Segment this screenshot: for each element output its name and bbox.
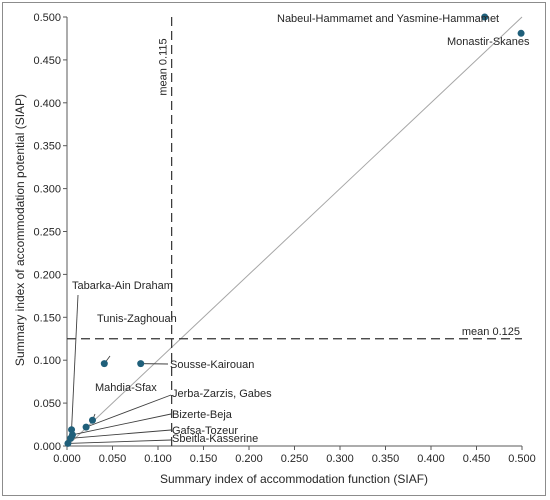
data-point [517,29,525,37]
x-axis-title: Summary index of accommodation function … [160,472,428,486]
mean-x-label: mean 0.115 [158,38,170,95]
data-point [82,423,90,431]
x-tick-label: 0.200 [235,453,263,465]
x-tick-label: 0.250 [281,453,309,465]
y-tick-label: 0.050 [33,398,61,410]
point-label: Sbeitla-Kasserine [172,433,258,445]
point-label: Gafsa-Tozeur [172,425,238,437]
leader-line [72,413,172,436]
y-tick-label: 0.000 [33,441,61,453]
leader-line [67,439,172,444]
reference-lines [66,16,523,447]
data-point [88,416,96,424]
point-label: Nabeul-Hammamet and Yasmine-Hammamet [277,13,499,25]
point-label: Monastir-Skanes [447,36,530,48]
point-label: Tunis-Zaghouan [97,313,177,325]
x-tick-label: 0.300 [326,453,354,465]
point-label: Tabarka-Ain Draham [72,280,173,292]
x-tick-label: 0.450 [463,453,491,465]
y-tick-label: 0.150 [33,312,61,324]
y-tick-label: 0.300 [33,184,61,196]
y-tick-label: 0.400 [33,98,61,110]
data-point [137,360,145,368]
diagonal-reference-line [66,16,523,447]
y-tick-label: 0.350 [33,141,61,153]
data-point [100,360,108,368]
point-labels: Nabeul-Hammamet and Yasmine-Hammamet Mona… [72,13,530,445]
point-label: Mahdia-Sfax [95,382,157,394]
data-point [481,13,489,21]
x-tick-label: 0.400 [417,453,445,465]
leader-line [71,294,79,430]
leader-line [70,429,172,439]
y-tick-label: 0.450 [33,55,61,67]
y-tick-label: 0.200 [33,269,61,281]
x-tick-label: 0.050 [99,453,127,465]
chart-frame [2,2,546,496]
x-tick-label: 0.100 [144,453,172,465]
data-point [67,434,75,442]
point-label: Bizerte-Beja [172,409,233,421]
y-tick-label: 0.100 [33,355,61,367]
axes: 0.000 0.050 0.100 0.150 0.200 0.250 0.300 0.350… [33,12,535,465]
point-label: Jerba-Zarzis, Gabes [172,388,272,400]
x-tick-label: 0.000 [53,453,81,465]
data-point [64,439,72,447]
data-points [64,13,525,447]
leader-line [85,394,172,428]
y-tick-label: 0.500 [33,12,61,24]
x-tick-label: 0.350 [372,453,400,465]
x-tick-label: 0.150 [190,453,218,465]
x-tick-label: 0.500 [508,453,536,465]
data-point [68,426,76,434]
mean-y-label: mean 0.125 [462,326,520,338]
point-label: Sousse-Kairouan [170,359,254,371]
y-tick-label: 0.250 [33,227,61,239]
y-axis-title: Summary index of accommodation potential… [13,94,27,366]
